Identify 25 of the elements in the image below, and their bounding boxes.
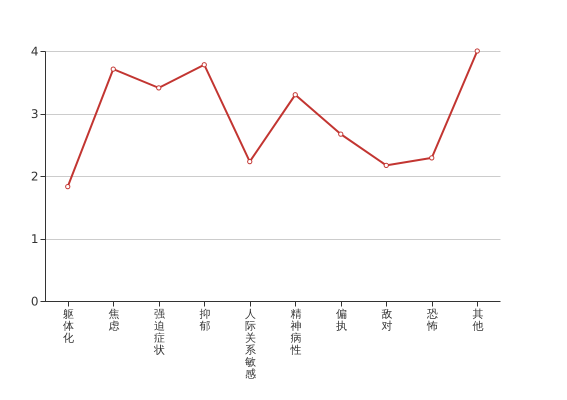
point [156,85,162,90]
y-tick-label: 1 [30,232,38,246]
point [247,159,252,164]
point [384,162,389,168]
point [292,92,298,98]
x-tick-label: 精神病性 [289,308,302,356]
point [338,132,344,137]
x-tick-label: 其他 [472,308,484,332]
y-tick-label: 4 [30,44,38,58]
x-tick-label: 敌对 [381,308,392,332]
point [429,155,434,160]
x-tick-label: 恐怖 [426,308,438,332]
x-tick-label: 抑郁 [199,308,210,332]
x-tick-label: 人际关系敏感 [244,308,256,380]
point [110,66,116,72]
x-tick-label: 焦虑 [108,308,120,332]
x-tick-label: 偏执 [336,308,347,332]
point [65,184,70,190]
y-tick-label: 2 [30,170,38,184]
y-tick-label: 3 [30,107,38,121]
x-tick-label: 躯体化 [62,308,74,344]
x-tick-label: 强迫症状 [152,308,165,356]
y-tick-label: 0 [30,294,38,308]
point [474,48,480,54]
point [202,62,207,68]
